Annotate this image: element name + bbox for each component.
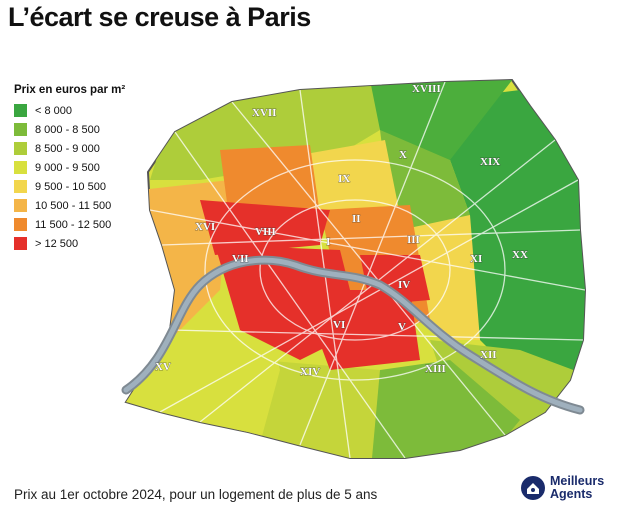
legend-label: 10 500 - 11 500	[35, 199, 112, 212]
legend-swatch	[14, 161, 27, 174]
paris-price-map: I II III IV V VI VII VIII IX X XI XII XI…	[0, 40, 618, 480]
arr-label-xvi: XVI	[195, 221, 215, 233]
legend-label: 9 500 - 10 500	[35, 180, 106, 193]
seine-river-highlight	[123, 257, 583, 413]
arr-label-xviii: XVIII	[412, 83, 441, 95]
legend-item: 8 000 - 8 500	[14, 120, 174, 139]
arr-label-xi: XI	[470, 253, 482, 265]
legend-swatch	[14, 123, 27, 136]
arr-label-xii: XII	[480, 349, 497, 361]
arr-label-iv: IV	[398, 279, 410, 291]
arr-label-vi: VI	[333, 319, 345, 331]
arr-label-xiii: XIII	[425, 363, 446, 375]
paris-map-svg: I II III IV V VI VII VIII IX X XI XII XI…	[121, 78, 587, 459]
legend-swatch	[14, 218, 27, 231]
legend-label: 9 000 - 9 500	[35, 161, 100, 174]
arrondissement-labels: I II III IV V VI VII VIII IX X XI XII XI…	[155, 83, 528, 379]
zone-iv-red	[360, 255, 430, 305]
price-legend: Prix en euros par m² < 8 000 8 000 - 8 5…	[14, 84, 174, 253]
legend-item: 9 500 - 10 500	[14, 177, 174, 196]
legend-swatch	[14, 237, 27, 250]
arr-label-v: V	[398, 321, 406, 333]
arr-label-i: I	[326, 236, 330, 248]
arr-label-x: X	[399, 149, 407, 161]
legend-label: 8 000 - 8 500	[35, 123, 100, 136]
legend-item: 10 500 - 11 500	[14, 196, 174, 215]
legend-swatch	[14, 199, 27, 212]
legend-item: 9 000 - 9 500	[14, 158, 174, 177]
legend-swatch	[14, 142, 27, 155]
arr-label-vii: VII	[232, 253, 249, 265]
street-grid	[149, 81, 585, 458]
arr-label-xx: XX	[512, 249, 528, 261]
legend-label: 11 500 - 12 500	[35, 218, 112, 231]
legend-item: > 12 500	[14, 234, 174, 253]
legend-label: > 12 500	[35, 237, 79, 250]
map-title: L’écart se creuse à Paris	[8, 2, 311, 32]
arr-label-xv: XV	[155, 361, 171, 373]
legend-item: < 8 000	[14, 101, 174, 120]
legend-swatch	[14, 180, 27, 193]
meilleurs-agents-logo[interactable]: Meilleurs Agents	[520, 475, 604, 501]
arr-label-xiv: XIV	[300, 366, 320, 378]
legend-label: 8 500 - 9 000	[35, 142, 100, 155]
footer-note: Prix au 1er octobre 2024, pour un logeme…	[14, 487, 378, 502]
arr-label-viii: VIII	[255, 226, 276, 238]
house-pin-icon	[521, 476, 545, 500]
zone-xx	[460, 200, 585, 380]
legend-swatch	[14, 104, 27, 117]
arr-label-ix: IX	[338, 173, 350, 185]
arr-label-xix: XIX	[480, 156, 500, 168]
legend-item: 8 500 - 9 000	[14, 139, 174, 158]
arr-label-ii: II	[352, 213, 361, 225]
legend-item: 11 500 - 12 500	[14, 215, 174, 234]
legend-label: < 8 000	[35, 104, 73, 117]
logo-line-2: Agents	[550, 487, 593, 501]
arr-label-xvii: XVII	[252, 107, 276, 119]
legend-title: Prix en euros par m²	[14, 84, 126, 96]
logo-line-1: Meilleurs	[550, 474, 605, 488]
arr-label-iii: III	[407, 234, 420, 246]
